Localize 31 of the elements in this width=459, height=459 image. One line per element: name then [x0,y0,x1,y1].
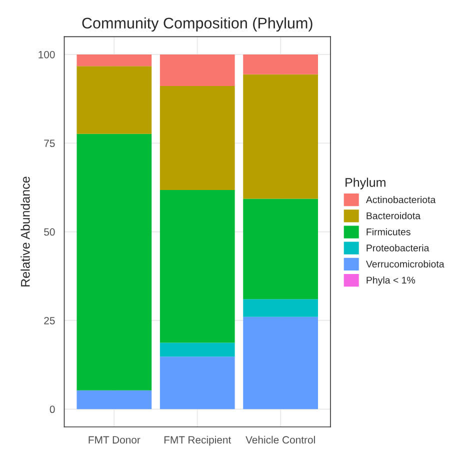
bar [160,356,235,410]
bar [76,54,152,66]
bar [243,198,318,300]
y-tick-label: 0 [50,406,55,414]
legend-label: Actinobacteriota [366,196,436,204]
legend-label: Firmicutes [366,228,410,236]
x-tick-label: FMT Donor [88,436,140,444]
bar [243,316,318,410]
legend-label: Phyla < 1% [366,276,416,286]
bar [160,54,235,86]
legend-title: Phylum [346,178,386,190]
legend-label: Proteobacteria [366,244,430,252]
legend-label: Bacteroidota [366,212,421,220]
bar [76,134,152,390]
bar [243,74,318,199]
bar [243,299,318,317]
bar [160,86,235,190]
bar [160,190,235,343]
bar [76,66,152,134]
bar [160,342,235,357]
y-tick-label: 75 [44,140,55,147]
x-tick-label: FMT Recipient [164,436,232,446]
bar [243,54,318,74]
y-tick-label: 50 [44,228,55,236]
chart-title: Community Composition (Phylum) [82,17,312,32]
y-tick-label: 100 [38,50,55,58]
y-tick-label: 25 [44,316,55,324]
y-axis-title: Relative Abundance [20,176,30,286]
x-tick-label: Vehicle Control [246,436,315,444]
legend-label: Verrucomicrobiota [366,260,444,268]
bar [76,390,152,410]
